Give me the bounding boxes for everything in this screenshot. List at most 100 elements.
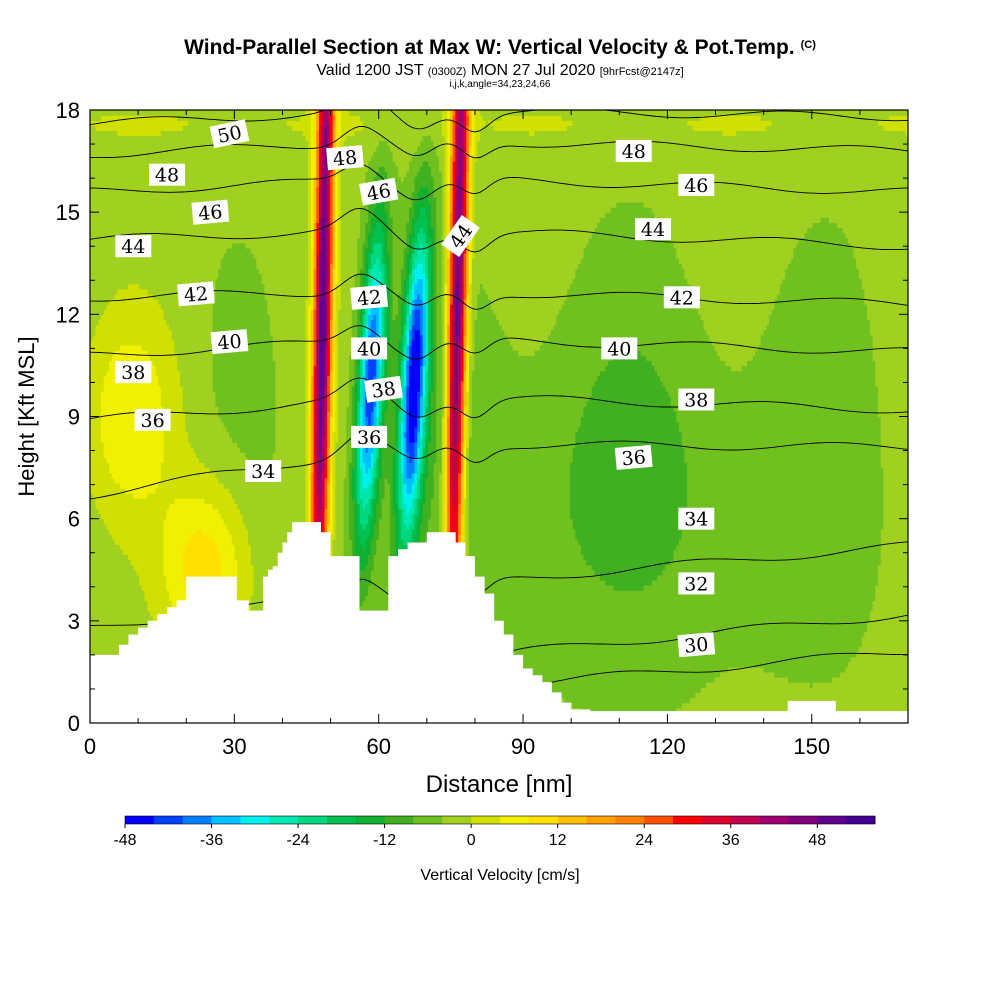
heatmap-cell <box>269 314 307 321</box>
heatmap-cell <box>329 518 334 525</box>
heatmap-cell <box>100 390 162 397</box>
heatmap-cell <box>365 258 369 264</box>
heatmap-cell <box>370 472 375 479</box>
heatmap-cell <box>245 523 307 530</box>
heatmap-cell <box>324 462 328 469</box>
heatmap-cell <box>90 488 127 494</box>
heatmap-cell <box>422 242 429 249</box>
heatmap-cell <box>357 314 361 321</box>
heatmap-cell <box>409 406 418 412</box>
heatmap-cell <box>436 222 443 229</box>
heatmap-cell <box>319 217 323 223</box>
heatmap-cell <box>711 339 762 346</box>
heatmap-cell <box>444 472 448 479</box>
heatmap-cell <box>338 411 347 418</box>
heatmap-cell <box>392 477 396 484</box>
heatmap-cell <box>469 293 473 300</box>
heatmap-cell <box>313 385 317 392</box>
heatmap-cell <box>389 304 394 310</box>
heatmap-cell <box>430 288 435 295</box>
heatmap-cell <box>357 319 361 326</box>
heatmap-cell <box>466 406 470 412</box>
heatmap-cell <box>316 401 320 407</box>
heatmap-cell <box>305 385 309 392</box>
heatmap-cell <box>321 263 326 269</box>
heatmap-cell <box>346 426 353 433</box>
heatmap-cell <box>670 559 882 566</box>
heatmap-cell <box>90 237 309 244</box>
heatmap-cell <box>436 442 443 448</box>
heatmap-cell <box>447 493 451 499</box>
heatmap-cell <box>351 309 358 315</box>
heatmap-cell <box>319 253 323 259</box>
heatmap-cell <box>392 498 396 504</box>
heatmap-cell <box>381 416 386 423</box>
heatmap-cell <box>689 283 781 290</box>
heatmap-cell <box>90 247 227 254</box>
heatmap-cell <box>425 431 429 438</box>
heatmap-cell <box>403 513 413 520</box>
heatmap-cell <box>591 385 666 392</box>
heatmap-cell <box>411 513 416 520</box>
heatmap-cell <box>160 304 214 310</box>
heatmap-cell <box>662 222 814 229</box>
heatmap-cell <box>406 365 410 372</box>
heatmap-cell <box>692 293 778 300</box>
heatmap-cell <box>365 595 394 601</box>
heatmap-cell <box>439 523 443 530</box>
heatmap-cell <box>575 442 683 448</box>
heatmap-cell <box>362 247 366 254</box>
heatmap-cell <box>449 488 454 494</box>
heatmap-cell <box>441 365 446 372</box>
heatmap-cell <box>449 207 454 213</box>
heatmap-cell <box>411 227 416 234</box>
heatmap-cell <box>591 232 669 239</box>
heatmap-cell <box>316 329 320 336</box>
heatmap-cell <box>444 350 448 356</box>
heatmap-cell <box>428 293 432 300</box>
heatmap-cell <box>428 390 432 397</box>
heatmap-cell <box>447 288 451 295</box>
heatmap-cell <box>103 309 165 315</box>
heatmap-cell <box>419 242 424 249</box>
heatmap-cell <box>409 508 416 515</box>
heatmap-cell <box>406 503 413 510</box>
heatmap-cell <box>684 518 885 525</box>
heatmap-cell <box>463 472 467 479</box>
heatmap-cell <box>188 436 233 443</box>
heatmap-cell <box>365 268 369 275</box>
heatmap-cell <box>428 191 435 198</box>
heatmap-cell <box>567 293 694 300</box>
heatmap-cell <box>414 457 418 464</box>
heatmap-cell <box>269 329 307 336</box>
heatmap-cell <box>449 293 454 300</box>
heatmap-cell <box>362 401 366 407</box>
heatmap-cell <box>349 385 353 392</box>
heatmap-cell <box>875 585 908 591</box>
heatmap-cell <box>403 309 407 315</box>
heatmap-cell <box>469 549 582 556</box>
heatmap-cell <box>329 426 334 433</box>
heatmap-cell <box>809 682 814 688</box>
heatmap-cell <box>354 472 358 479</box>
heatmap-cell <box>305 493 309 499</box>
heatmap-cell <box>90 498 97 504</box>
heatmap-cell <box>212 314 271 321</box>
heatmap-cell <box>812 222 838 229</box>
heatmap-cell <box>313 472 317 479</box>
heatmap-cell <box>321 237 326 244</box>
heatmap-cell <box>463 539 467 545</box>
heatmap-cell <box>463 339 467 346</box>
heatmap-cell <box>349 462 356 469</box>
heatmap-cell <box>231 493 307 499</box>
heatmap-cell <box>177 360 214 367</box>
heatmap-cell <box>370 416 375 423</box>
heatmap-cell <box>95 503 170 510</box>
heatmap-cell <box>460 462 465 469</box>
heatmap-cell <box>359 309 364 315</box>
heatmap-cell <box>229 431 277 438</box>
heatmap-cell <box>338 242 342 249</box>
heatmap-cell <box>321 207 328 213</box>
heatmap-cell <box>354 385 358 392</box>
heatmap-cell <box>327 268 331 275</box>
